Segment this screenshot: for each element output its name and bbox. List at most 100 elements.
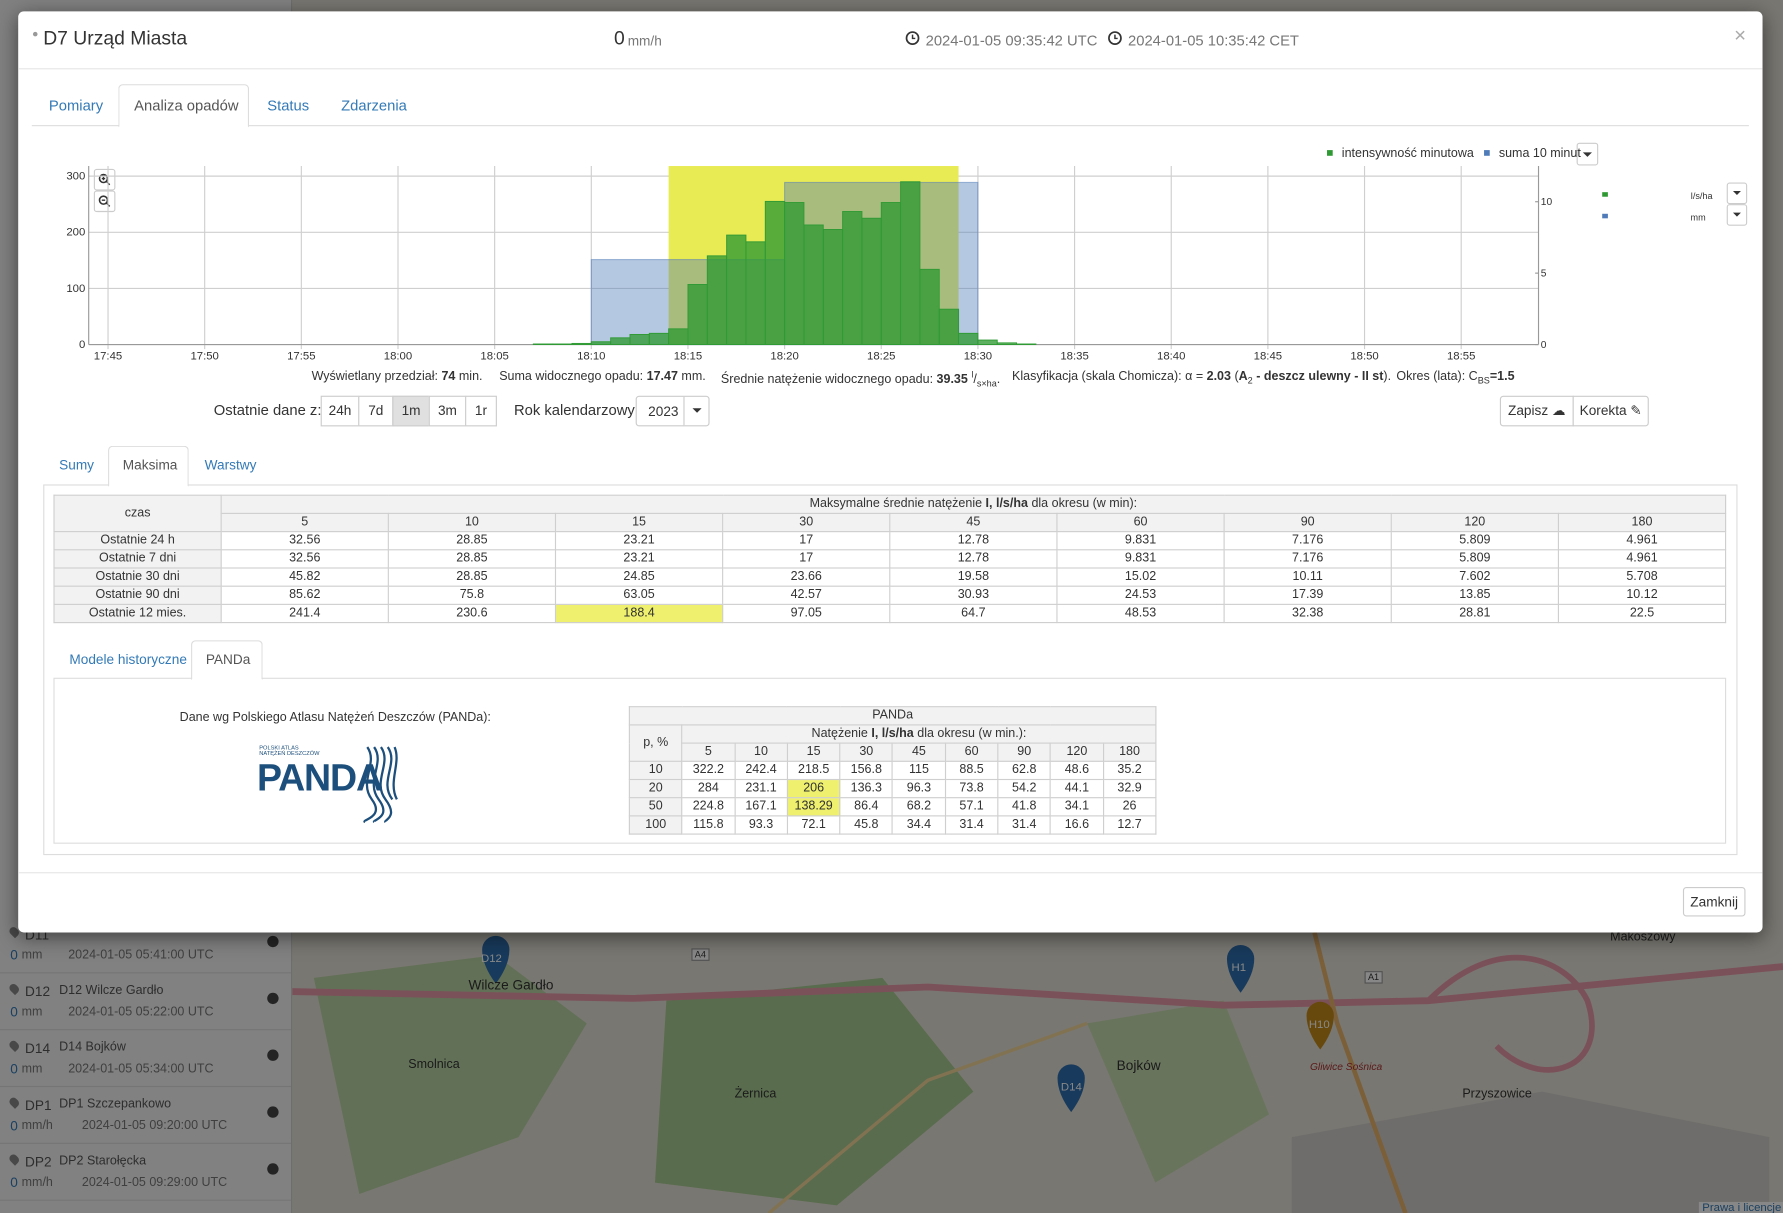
subtab[interactable]: Sumy xyxy=(59,457,95,474)
intensity-bar xyxy=(648,332,670,346)
x-tick-label: 18:30 xyxy=(964,350,992,362)
subtab[interactable]: Warstwy xyxy=(204,457,257,474)
axis-dropdown[interactable] xyxy=(1726,182,1748,205)
subtab-active[interactable]: PANDa xyxy=(205,651,251,668)
duration-cell: 45 xyxy=(889,512,1058,533)
text: Suma widocznego opadu: xyxy=(499,369,644,384)
value-cell: 5.809 xyxy=(1390,531,1559,551)
table-row: Ostatnie 24 h 32.56 28.85 23.21 17 12.78 9.831… xyxy=(53,531,1727,551)
station-time: 2024-01-05 05:41:00 UTC xyxy=(68,948,214,963)
y-axis-label: l/s/ha xyxy=(1691,191,1714,201)
y2-tick-label: 5 xyxy=(1541,269,1547,280)
value: 2 xyxy=(1247,375,1253,386)
value-cell: 93.3 xyxy=(734,815,788,835)
intensity-bar xyxy=(629,333,650,346)
close-button[interactable]: × xyxy=(1734,23,1747,47)
active-tab-frame xyxy=(108,445,189,487)
year-value: 2023 xyxy=(648,403,679,420)
range-button[interactable]: 1r xyxy=(465,395,497,427)
tab[interactable]: Pomiary xyxy=(48,96,104,114)
axis-dropdown[interactable] xyxy=(1726,204,1748,226)
status-dot xyxy=(267,992,279,1005)
value-cell: 97.05 xyxy=(722,603,891,624)
value-cell: 12.78 xyxy=(889,531,1058,551)
correct-button[interactable]: Korekta ✎ xyxy=(1572,395,1649,427)
map-marker: D14 xyxy=(1060,1081,1082,1094)
value-cell: 206 xyxy=(786,778,841,799)
button-text: Zapisz xyxy=(1507,402,1549,419)
tab[interactable]: Zdarzenia xyxy=(341,96,407,114)
subtab[interactable]: Modele historyczne xyxy=(69,651,187,668)
y-tick-label: 100 xyxy=(66,283,85,295)
license-link[interactable]: Prawa i licencje xyxy=(1698,1201,1783,1213)
table-row: 50 224.8 167.1 138.29 86.4 68.2 57.1 41.8 34.1 26 xyxy=(628,797,1157,817)
station-item[interactable]: D11 0 mm 2024-01-05 05:41:00 UTC xyxy=(0,915,292,974)
station-id: DP2 xyxy=(25,1154,52,1171)
value: - deszcz ulewny - II st xyxy=(1256,369,1384,384)
duration-cell: 120 xyxy=(1049,742,1104,762)
current-value: 0 xyxy=(614,27,625,49)
legend-dropdown[interactable] xyxy=(1576,142,1599,166)
station-name: DP1 Szczepankowo xyxy=(59,1097,172,1111)
value-cell: 44.1 xyxy=(1049,778,1104,799)
value-cell: 7.176 xyxy=(1223,531,1392,551)
tab[interactable]: Status xyxy=(267,96,310,114)
value-cell: 85.62 xyxy=(220,585,389,605)
intensity-bar xyxy=(784,202,805,346)
station-unit: mm/h xyxy=(21,1175,53,1190)
stat-mean: Średnie natężenie widocznego opadu: 39.3… xyxy=(720,369,1001,389)
x-tick-label: 18:20 xyxy=(770,350,798,362)
subtab-active[interactable]: Maksima xyxy=(122,457,178,474)
caret xyxy=(692,408,702,413)
map-label: Gliwice Sośnica xyxy=(1309,1060,1383,1073)
range-button[interactable]: 3m xyxy=(428,395,467,427)
value-cell: 28.85 xyxy=(387,531,557,551)
save-button[interactable]: Zapisz ☁ xyxy=(1499,395,1574,427)
intensity-bar xyxy=(938,308,960,346)
range-button-active[interactable]: 1m xyxy=(392,395,430,427)
zoom-out[interactable] xyxy=(93,190,116,213)
table-row: 10 322.2 242.4 218.5 156.8 115 88.5 62.8 48.6 35.… xyxy=(628,760,1157,781)
x-tick-label: 18:40 xyxy=(1157,350,1185,362)
station-value: 0 xyxy=(10,1117,18,1134)
y-tick-label: 300 xyxy=(66,171,85,183)
range-button[interactable]: 7d xyxy=(358,395,394,427)
station-id: DP1 xyxy=(25,1097,52,1114)
value-cell: 63.05 xyxy=(554,585,724,605)
station-item[interactable]: DP1 DP1 Szczepankowo 0 mm/h 2024-01-05 09:20… xyxy=(0,1086,292,1144)
duration-cell: 90 xyxy=(1223,512,1392,533)
button-text: Zamknij xyxy=(1690,893,1739,910)
zoom-in[interactable] xyxy=(93,168,116,191)
legend-swatch xyxy=(1327,150,1333,156)
axis-swatch xyxy=(1602,192,1608,197)
table-row: p, % Natężenie I, l/s/ha dla okresu (w mi… xyxy=(628,724,1157,762)
range-button[interactable]: 24h xyxy=(320,395,360,427)
table-row: czas Maksymalne średnie natężenie I, l/s/… xyxy=(53,494,1727,533)
logo: PANDA xyxy=(256,756,383,799)
x-tick-label: 17:55 xyxy=(287,350,315,362)
y2-tick-label: 10 xyxy=(1541,197,1553,208)
row-label: 20 xyxy=(628,778,683,799)
intensity-bar xyxy=(822,229,844,346)
x-tick-label: 17:45 xyxy=(94,350,122,362)
station-item[interactable]: DP2 DP2 Starołęcka 0 mm/h 2024-01-05 09:29:0… xyxy=(0,1143,292,1201)
logo-small: POLSKI ATLAS NATĘŻEŃ DESZCZÓW xyxy=(259,745,319,757)
close-modal-button[interactable]: Zamknij xyxy=(1682,886,1746,917)
value-cell: 9.831 xyxy=(1056,531,1225,551)
value-cell: 54.2 xyxy=(997,778,1052,799)
value-cell: 9.831 xyxy=(1056,549,1225,569)
station-time: 2024-01-05 09:29:00 UTC xyxy=(81,1175,228,1190)
x-tick-label: 18:05 xyxy=(480,350,508,362)
station-value: 0 xyxy=(10,947,18,964)
button-text: Korekta xyxy=(1579,402,1627,419)
duration-cell: 15 xyxy=(786,742,841,762)
value-cell: 7.602 xyxy=(1390,567,1559,587)
station-id: D14 xyxy=(25,1040,51,1057)
duration-cell: 15 xyxy=(554,512,724,533)
tab-active[interactable]: Analiza opadów xyxy=(134,96,239,114)
station-item[interactable]: D12 D12 Wilcze Gardło 0 mm 2024-01-05 05:22:… xyxy=(0,972,292,1031)
row-label: Ostatnie 12 mies. xyxy=(53,603,222,624)
row-label: 10 xyxy=(628,760,683,781)
value-cell: 34.1 xyxy=(1049,797,1104,817)
station-item[interactable]: D14 D14 Bojków 0 mm 2024-01-05 05:34:00 UTC xyxy=(0,1029,292,1088)
